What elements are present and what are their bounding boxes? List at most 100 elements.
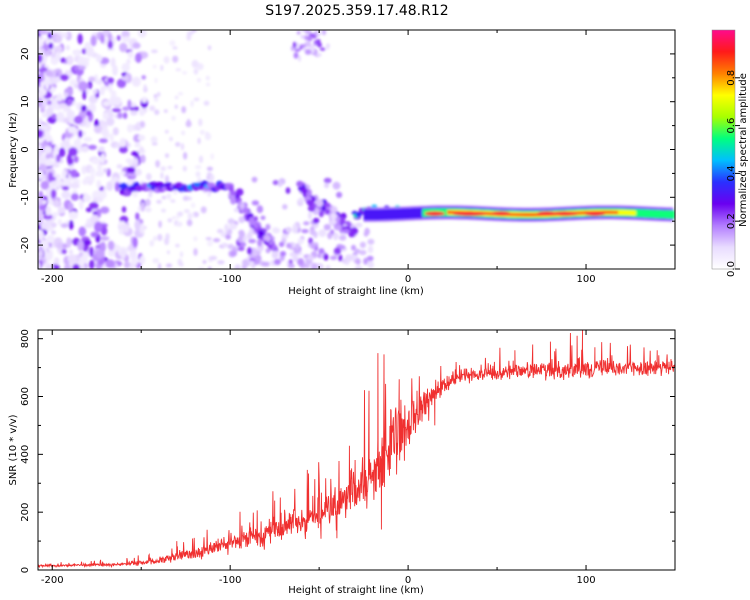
noise-blob — [64, 140, 70, 147]
noise-blob — [43, 146, 53, 154]
colorbar-ramp — [712, 30, 735, 269]
noise-blob — [191, 30, 197, 33]
noise-blob — [38, 53, 43, 63]
noise-blob — [88, 144, 97, 150]
noise-blob — [174, 95, 179, 100]
noise-blob — [111, 108, 122, 113]
noise-blob — [148, 192, 153, 198]
band-blob — [257, 229, 265, 238]
noise-blob — [143, 226, 147, 230]
band-blob — [247, 247, 253, 255]
noise-blob — [121, 206, 127, 213]
noise-blob — [50, 189, 57, 200]
noise-blob — [40, 107, 45, 113]
noise-blob — [70, 182, 80, 189]
noise-blob — [182, 195, 189, 201]
band-blob — [330, 212, 337, 220]
noise-blob — [122, 223, 130, 233]
y-tick-label: -10 — [20, 189, 31, 205]
noise-blob — [43, 242, 50, 250]
band-blob — [251, 176, 258, 183]
snr-xlabel: Height of straight line (km) — [288, 585, 424, 596]
noise-blob — [265, 223, 271, 231]
noise-blob — [85, 46, 95, 57]
noise-blob — [300, 34, 304, 39]
noise-blob — [213, 238, 221, 243]
noise-blob — [116, 164, 123, 169]
noise-blob — [82, 194, 92, 203]
noise-blob — [177, 211, 184, 217]
noise-blob — [186, 31, 194, 36]
figure-title: S197.2025.359.17.48.R12 — [265, 3, 448, 19]
noise-blob — [207, 239, 213, 247]
x-tick-label: 100 — [576, 274, 595, 285]
noise-blob — [181, 106, 187, 114]
band-blob — [324, 182, 330, 189]
noise-blob — [187, 212, 193, 220]
noise-blob — [301, 229, 309, 234]
noise-blob — [46, 235, 55, 244]
noise-blob — [78, 130, 83, 138]
noise-blob — [196, 77, 202, 83]
noise-blob — [66, 237, 72, 248]
noise-blob — [77, 240, 84, 251]
noise-blob — [80, 145, 89, 153]
noise-blob — [217, 260, 225, 265]
noise-blob — [61, 248, 67, 255]
band-blob — [277, 181, 283, 187]
noise-blob — [303, 221, 310, 226]
noise-blob — [67, 109, 73, 116]
noise-blob — [99, 236, 110, 241]
noise-blob — [229, 223, 238, 230]
noise-blob — [193, 97, 200, 102]
noise-blob — [175, 243, 180, 248]
band-blob — [296, 180, 304, 188]
noise-blob — [132, 190, 138, 198]
noise-blob — [149, 240, 155, 247]
noise-blob — [309, 230, 316, 236]
snr-ylabel: SNR (10 * v/v) — [8, 414, 19, 485]
noise-blob — [355, 258, 361, 265]
noise-blob — [197, 137, 201, 145]
noise-blob — [149, 105, 156, 112]
noise-blob — [134, 142, 141, 148]
noise-blob — [88, 95, 98, 104]
band-blob — [239, 202, 246, 209]
noise-blob — [84, 223, 94, 229]
noise-blob — [185, 120, 192, 128]
noise-blob — [183, 209, 190, 214]
band-blob — [242, 259, 249, 267]
x-tick-label: -100 — [219, 274, 242, 285]
noise-blob — [127, 126, 134, 131]
noise-blob — [94, 170, 105, 177]
noise-blob — [51, 113, 57, 120]
noise-blob — [135, 52, 142, 64]
band-blob — [233, 208, 240, 213]
noise-blob — [325, 264, 331, 269]
noise-blob — [205, 75, 210, 81]
spectrogram-xlabel: Height of straight line (km) — [288, 286, 424, 297]
noise-blob — [158, 263, 162, 269]
noise-blob — [80, 105, 87, 112]
noise-blob — [58, 103, 68, 108]
band-blob — [253, 216, 258, 222]
noise-blob — [190, 100, 194, 108]
noise-blob — [100, 206, 110, 214]
noise-blob — [367, 238, 375, 245]
noise-blob — [351, 244, 356, 251]
noise-blob — [225, 234, 232, 240]
noise-blob — [109, 133, 114, 142]
snr-panel: -200 -100 0 100 0 200 400 600 800 Height of stra… — [8, 329, 676, 596]
noise-blob — [119, 171, 126, 176]
noise-blob — [73, 138, 82, 148]
noise-blob — [116, 35, 121, 41]
noise-blob — [256, 244, 264, 252]
noise-blob — [163, 56, 170, 64]
noise-blob — [38, 30, 49, 35]
noise-blob — [54, 179, 63, 187]
noise-blob — [191, 59, 199, 68]
noise-blob — [315, 263, 324, 269]
band-blob — [306, 199, 314, 205]
noise-blob — [166, 193, 172, 200]
